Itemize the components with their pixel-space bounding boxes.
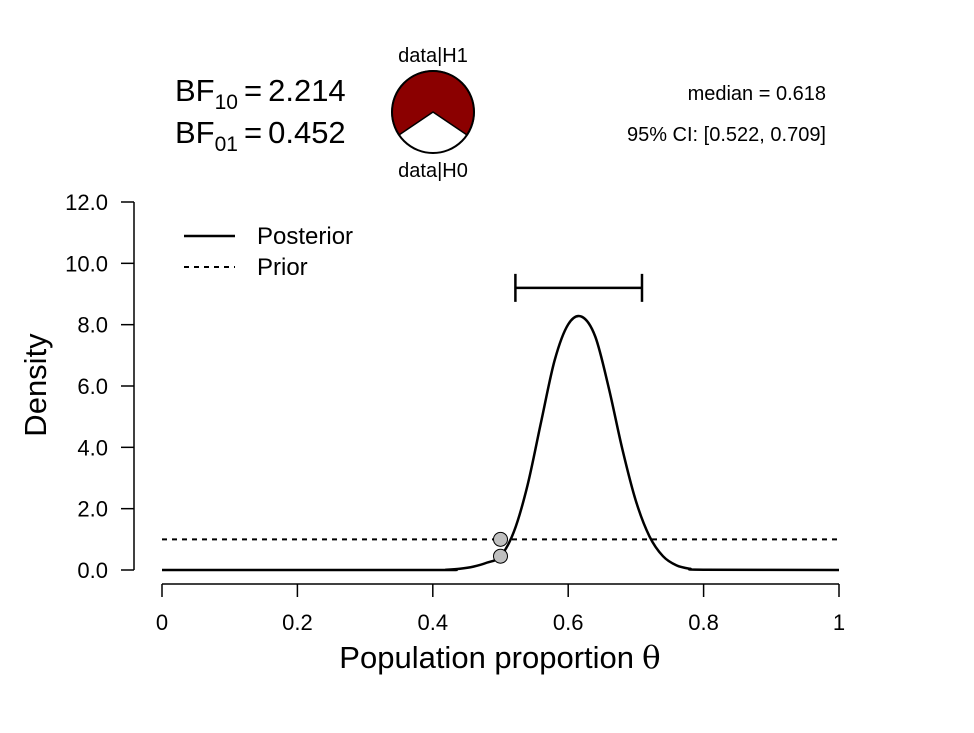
legend: Posterior Prior: [184, 223, 353, 281]
bf10-subscript: 10: [215, 91, 238, 114]
ci-text: 95% CI: [0.522, 0.709]: [627, 124, 826, 146]
y-tick-label: 10.0: [65, 251, 108, 276]
bf01-value: 0.452: [268, 115, 346, 150]
plot-area: [162, 273, 840, 572]
x-tick-label: 1: [833, 610, 845, 635]
y-tick-label: 2.0: [77, 497, 108, 522]
x-tick-label: 0.8: [688, 610, 719, 635]
svg-text:BF10=2.214: BF10 = 2.214: [175, 73, 346, 114]
pie-outline: [391, 70, 475, 154]
bf01-base: BF: [175, 115, 215, 150]
y-tick-label: 4.0: [77, 435, 108, 460]
legend-prior-label: Prior: [257, 254, 308, 281]
svg-text:BF01=0.452: BF01 = 0.452: [175, 115, 346, 156]
y-tick-label: 8.0: [77, 313, 108, 338]
x-axis-title-text: Population proportion: [339, 640, 634, 675]
pie-top-label: data|H1: [398, 45, 468, 67]
posterior-line: [162, 314, 840, 572]
x-tick-label: 0.2: [282, 610, 313, 635]
x-tick-label: 0: [156, 610, 168, 635]
bayes-factor-block: BF10 = 2.214 BF01 = 0.452: [175, 73, 346, 156]
bf10-value: 2.214: [268, 73, 346, 108]
y-tick-label: 12.0: [65, 190, 108, 215]
x-tick-label: 0.6: [553, 610, 584, 635]
odds-pie: data|H1 data|H0: [391, 45, 475, 182]
bf10-base: BF: [175, 73, 215, 108]
bf10-equals: =: [244, 73, 262, 108]
bf01-equals: =: [244, 115, 262, 150]
x-tick-label: 0.4: [418, 610, 449, 635]
x-axis: 0 0.2 0.4 0.6 0.8 1: [156, 583, 845, 635]
density-point: [493, 548, 508, 564]
x-axis-title-symbol: θ: [642, 640, 661, 676]
y-axis-title: Density: [18, 333, 53, 437]
legend-posterior-label: Posterior: [257, 223, 353, 250]
pie-bottom-label: data|H0: [398, 160, 468, 182]
y-axis: 0.0 2.0 4.0 6.0 8.0 10.0 12.0: [65, 190, 135, 583]
y-tick-label: 0.0: [77, 558, 108, 583]
density-point: [493, 531, 508, 547]
y-tick-label: 6.0: [77, 374, 108, 399]
x-axis-title: Population proportion θ: [339, 640, 660, 676]
bf01-subscript: 01: [215, 133, 238, 156]
median-text: median = 0.618: [688, 83, 826, 105]
